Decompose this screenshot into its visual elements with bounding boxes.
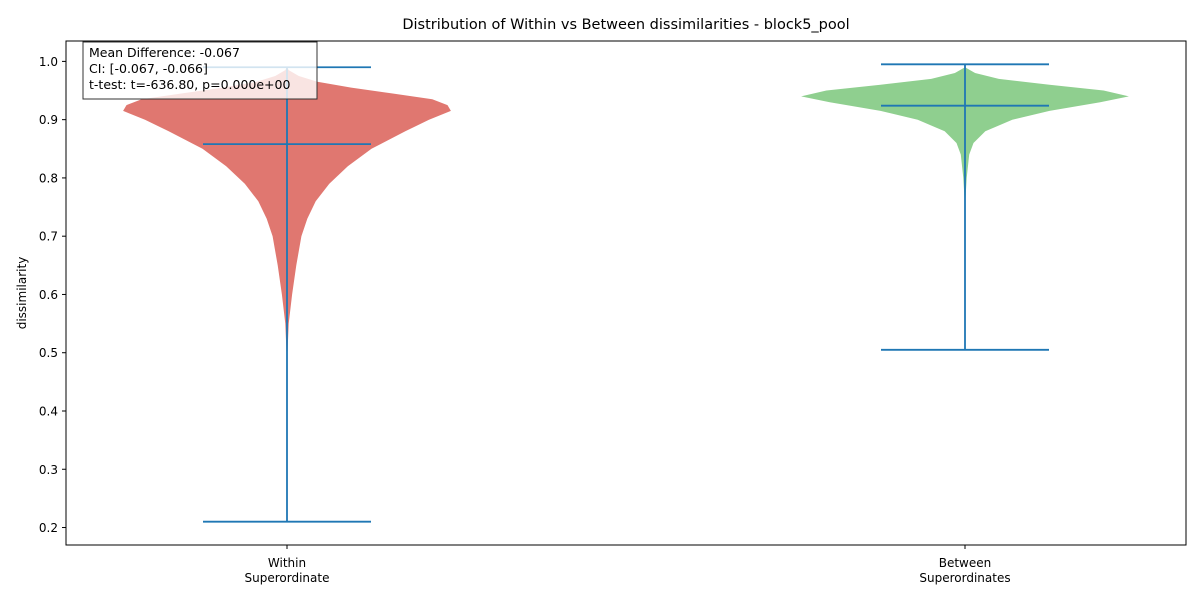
annotation-box [82, 41, 318, 100]
y-tick-label: 0.6 [39, 288, 58, 302]
plot-frame [65, 40, 1187, 546]
annotation-line: Mean Difference: -0.067 [89, 45, 240, 60]
y-tick-label: 0.7 [39, 230, 58, 244]
y-tick-label: 1.0 [39, 55, 58, 69]
y-tick-label: 0.4 [39, 404, 58, 418]
annotation-line: CI: [-0.067, -0.066] [89, 61, 208, 76]
y-tick-label: 0.3 [39, 463, 58, 477]
x-tick-label: Superordinate [245, 571, 330, 585]
y-tick-label: 0.9 [39, 113, 58, 127]
y-axis: 0.2 0.3 0.4 0.5 0.6 0.7 0.8 0.9 1.0 [39, 55, 66, 535]
annotation-line: t-test: t=-636.80, p=0.000e+00 [89, 77, 290, 92]
y-tick-label: 0.5 [39, 346, 58, 360]
y-axis-label: dissimilarity [15, 257, 29, 330]
chart-title: Distribution of Within vs Between dissim… [402, 17, 849, 33]
x-tick-label: Within [268, 556, 306, 570]
violins [123, 67, 1129, 365]
x-tick-label: Between [939, 556, 992, 570]
y-tick-label: 0.2 [39, 521, 58, 535]
y-tick-label: 0.8 [39, 171, 58, 185]
x-tick-label: Superordinates [919, 571, 1010, 585]
